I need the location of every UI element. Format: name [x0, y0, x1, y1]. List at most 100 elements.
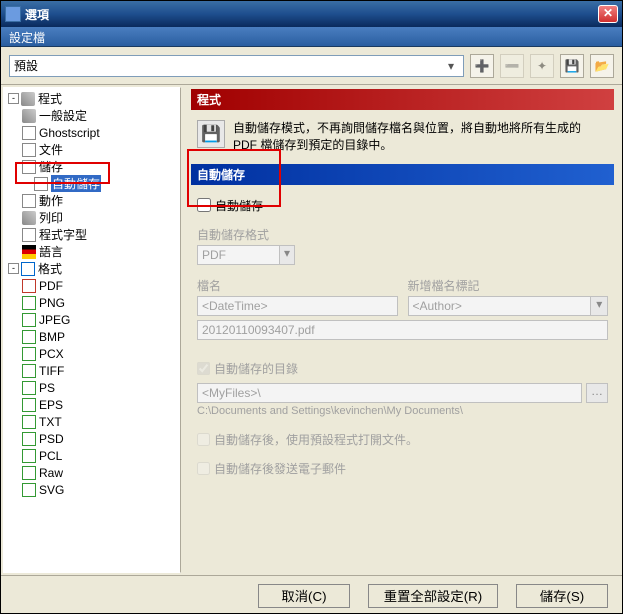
tree-item-raw[interactable]: Raw: [6, 464, 178, 481]
tree-item-txt[interactable]: TXT: [6, 413, 178, 430]
toolbar: 預設 ▾ ➕ ➖ ✦ 💾 📂: [1, 47, 622, 85]
autosave-checkbox-row: 自動儲存: [191, 191, 614, 220]
tree-view[interactable]: - 程式 一般設定 Ghostscript 文件 儲存 自動儲存 動作 列印 程…: [3, 87, 181, 573]
tree-item-pdf[interactable]: PDF: [6, 277, 178, 294]
save-profile-button[interactable]: 💾: [560, 54, 584, 78]
tree-item-eps[interactable]: EPS: [6, 396, 178, 413]
cancel-button[interactable]: 取消(C): [258, 584, 350, 608]
dir-hint: C:\Documents and Settings\kevinchen\My D…: [191, 405, 614, 425]
collapse-icon[interactable]: -: [8, 93, 19, 104]
tree-item-bmp[interactable]: BMP: [6, 328, 178, 345]
tree-item-save[interactable]: 儲存: [6, 158, 178, 175]
newtag-dropdown: <Author> ▾: [408, 296, 609, 316]
tree-label: BMP: [39, 330, 65, 344]
open-after-row: 自動儲存後，使用預設程式打開文件。: [191, 425, 614, 454]
options-window: 選項 ✕ 設定檔 預設 ▾ ➕ ➖ ✦ 💾 📂 - 程式 一般設定 Ghosts…: [0, 0, 623, 614]
format-dropdown: PDF ▾: [197, 245, 295, 265]
gear-icon: [21, 92, 35, 106]
add-profile-button[interactable]: ➕: [470, 54, 494, 78]
dir-checkbox-row: 自動儲存的目錄: [191, 354, 614, 383]
tree-item-ps[interactable]: PS: [6, 379, 178, 396]
autosave-checkbox-label: 自動儲存: [215, 197, 263, 214]
tree-label: Ghostscript: [39, 126, 100, 140]
bmp-icon: [22, 330, 36, 344]
tree-item-document[interactable]: 文件: [6, 141, 178, 158]
tree-label: EPS: [39, 398, 63, 412]
tree-label: PCX: [39, 347, 64, 361]
chevron-down-icon: ▾: [443, 59, 459, 73]
tiff-icon: [22, 364, 36, 378]
footer: 取消(C) 重置全部設定(R) 儲存(S): [1, 575, 622, 615]
reset-button[interactable]: 重置全部設定(R): [368, 584, 498, 608]
tree-root-program[interactable]: - 程式: [6, 90, 178, 107]
tree-label: PCL: [39, 449, 62, 463]
tree-item-action[interactable]: 動作: [6, 192, 178, 209]
tree-label: PS: [39, 381, 55, 395]
profile-select[interactable]: 預設 ▾: [9, 55, 464, 77]
filename-input: <DateTime>: [197, 296, 398, 316]
dir-checkbox-label: 自動儲存的目錄: [214, 360, 298, 377]
content-panel: 程式 💾 自動儲存模式，不再詢問儲存檔名與位置，將自動地將所有生成的 PDF 檔…: [183, 85, 622, 575]
tree-item-tiff[interactable]: TIFF: [6, 362, 178, 379]
tree-label: 自動儲存: [51, 175, 101, 192]
body: - 程式 一般設定 Ghostscript 文件 儲存 自動儲存 動作 列印 程…: [1, 85, 622, 575]
dir-path-row: <MyFiles>\ …: [191, 383, 614, 405]
tree-item-ghostscript[interactable]: Ghostscript: [6, 124, 178, 141]
tree-item-jpeg[interactable]: JPEG: [6, 311, 178, 328]
description-row: 💾 自動儲存模式，不再詢問儲存檔名與位置，將自動地將所有生成的 PDF 檔儲存到…: [191, 116, 614, 164]
send-email-checkbox: [197, 462, 210, 475]
tree-item-autosave[interactable]: 自動儲存: [6, 175, 178, 192]
tree-item-png[interactable]: PNG: [6, 294, 178, 311]
close-button[interactable]: ✕: [598, 5, 618, 23]
collapse-icon[interactable]: -: [8, 263, 19, 274]
tree-item-general[interactable]: 一般設定: [6, 107, 178, 124]
description-text: 自動儲存模式，不再詢問儲存檔名與位置，將自動地將所有生成的 PDF 檔儲存到預定…: [233, 120, 608, 154]
pcx-icon: [22, 347, 36, 361]
dir-checkbox: [197, 362, 210, 375]
autosave-checkbox[interactable]: [197, 198, 211, 212]
svg-icon: [22, 483, 36, 497]
tree-label: 動作: [39, 192, 63, 209]
tree-label: 語言: [39, 243, 63, 260]
titlebar[interactable]: 選項 ✕: [1, 1, 622, 27]
action-icon: [22, 194, 36, 208]
tree-label: PNG: [39, 296, 65, 310]
tree-item-psd[interactable]: PSD: [6, 430, 178, 447]
pdf-icon: [22, 279, 36, 293]
tree-root-format[interactable]: - 格式: [6, 260, 178, 277]
tree-label: JPEG: [39, 313, 70, 327]
ghost-icon: [22, 126, 36, 140]
format-label: 自動儲存格式: [191, 220, 614, 245]
txt-icon: [22, 415, 36, 429]
tree-item-font[interactable]: 程式字型: [6, 226, 178, 243]
doc-icon: [22, 143, 36, 157]
open-profile-button[interactable]: 📂: [590, 54, 614, 78]
open-after-checkbox: [197, 433, 210, 446]
tree-label: SVG: [39, 483, 64, 497]
pcl-icon: [22, 449, 36, 463]
dir-input: <MyFiles>\: [197, 383, 582, 403]
tree-item-pcl[interactable]: PCL: [6, 447, 178, 464]
tree-item-language[interactable]: 語言: [6, 243, 178, 260]
tree-label: PDF: [39, 279, 63, 293]
tree-item-pcx[interactable]: PCX: [6, 345, 178, 362]
autosave-icon: [34, 177, 48, 191]
open-after-label: 自動儲存後，使用預設程式打開文件。: [214, 431, 418, 448]
remove-profile-button: ➖: [500, 54, 524, 78]
filename-tag-row: 檔名 <DateTime> 新增檔名標記 <Author> ▾: [191, 271, 614, 320]
tree-item-svg[interactable]: SVG: [6, 481, 178, 498]
font-icon: [22, 228, 36, 242]
filename-label: 檔名: [197, 271, 398, 296]
magic-button: ✦: [530, 54, 554, 78]
png-icon: [22, 296, 36, 310]
raw-icon: [22, 466, 36, 480]
tree-label: PSD: [39, 432, 64, 446]
tree-label: Raw: [39, 466, 63, 480]
save-button[interactable]: 儲存(S): [516, 584, 608, 608]
send-email-label: 自動儲存後發送電子郵件: [214, 460, 346, 477]
tree-label: 程式: [38, 90, 62, 107]
tree-label: 文件: [39, 141, 63, 158]
psd-icon: [22, 432, 36, 446]
tree-item-print[interactable]: 列印: [6, 209, 178, 226]
floppy-icon: 💾: [197, 120, 225, 148]
